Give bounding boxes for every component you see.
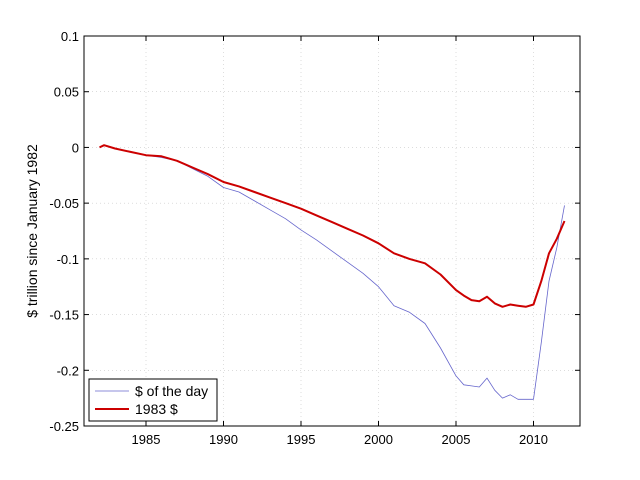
- series-layer: [99, 144, 566, 400]
- ticks: [84, 35, 580, 427]
- grid: [84, 35, 580, 427]
- legend-entry-label: $ of the day: [135, 383, 208, 399]
- y-tick-label: 0.05: [54, 85, 79, 100]
- y-tick-label: -0.05: [49, 196, 79, 211]
- x-tick-label: 1985: [132, 432, 161, 447]
- y-tick-label: -0.25: [49, 419, 79, 434]
- plot-area: [84, 36, 580, 426]
- legend-entry-label: 1983 $: [135, 401, 178, 417]
- x-tick-label: 2010: [519, 432, 548, 447]
- legend-box: [88, 378, 218, 422]
- legend: $ of the day 1983 $: [88, 378, 218, 422]
- tick-labels: 1985 1990 1995 2000 2005 2010 0.1 0.05 0 -0.05 -0.…: [49, 29, 548, 447]
- x-tick-label: 1995: [287, 432, 316, 447]
- y-tick-label: -0.1: [57, 252, 79, 267]
- series-line-2: [99, 144, 566, 308]
- y-tick-label: -0.15: [49, 308, 79, 323]
- plot-frame: [83, 35, 581, 427]
- y-tick-label: -0.2: [57, 363, 79, 378]
- x-tick-label: 2005: [442, 432, 471, 447]
- y-axis-label: $ trillion since January 1982: [24, 144, 40, 318]
- x-tick-label: 1990: [209, 432, 238, 447]
- y-tick-label: 0: [72, 140, 79, 155]
- x-tick-label: 2000: [364, 432, 393, 447]
- y-tick-label: 0.1: [61, 29, 79, 44]
